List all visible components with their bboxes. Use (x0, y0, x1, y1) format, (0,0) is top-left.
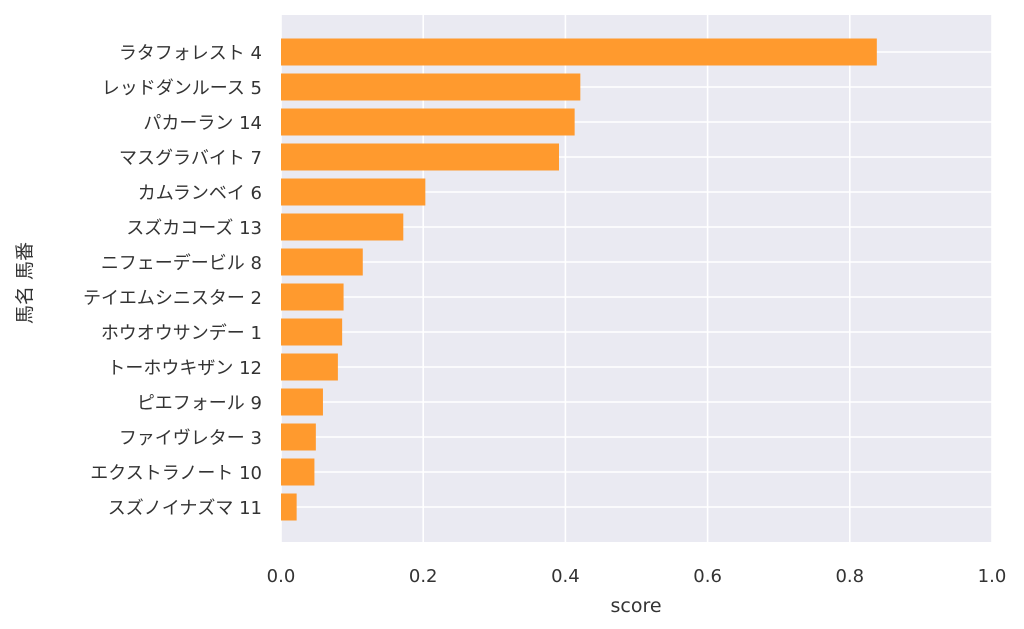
y-axis-label: 馬名 馬番 (14, 242, 36, 324)
bar (281, 73, 581, 101)
bar (281, 108, 575, 136)
y-tick-label: レッドダンルース 5 (102, 78, 262, 99)
bar (281, 318, 343, 346)
bars (281, 38, 877, 521)
bar (281, 423, 316, 451)
x-axis-label: score (610, 595, 661, 617)
y-tick-label: トーホウキザン 12 (107, 358, 262, 379)
y-tick-label: ホウオウサンデー 1 (101, 323, 262, 344)
bar (281, 178, 426, 206)
y-tick-label: スズカコーズ 13 (126, 218, 262, 239)
y-tick-label: パカーラン 14 (143, 113, 262, 134)
x-tick-label: 0.2 (409, 566, 438, 587)
x-tick-label: 0.6 (693, 566, 722, 587)
x-tick-labels: 0.0 0.2 0.4 0.6 0.8 1.0 (267, 566, 1007, 587)
bar (281, 493, 297, 521)
x-tick-label: 0.4 (551, 566, 580, 587)
y-tick-label: ラタフォレスト 4 (119, 43, 262, 64)
y-tick-label: ニフェーデービル 8 (101, 253, 262, 274)
bar (281, 248, 363, 276)
x-tick-label: 0.8 (835, 566, 864, 587)
y-tick-label: ファイヴレター 3 (119, 428, 262, 449)
y-tick-label: マスグラバイト 7 (119, 148, 262, 169)
y-tick-label: スズノイナズマ 11 (108, 498, 262, 519)
x-tick-label: 1.0 (978, 566, 1007, 587)
y-tick-label: テイエムシニスター 2 (83, 288, 262, 309)
bar (281, 458, 315, 486)
bar (281, 213, 404, 241)
y-tick-labels: ラタフォレスト 4 レッドダンルース 5 パカーラン 14 マスグラバイト 7 カムラン… (83, 43, 262, 519)
y-tick-label: エクストラノート 10 (90, 463, 262, 484)
plot-background (281, 15, 992, 542)
bar (281, 388, 323, 416)
y-tick-label: カムランベイ 6 (138, 183, 262, 204)
bar (281, 283, 344, 311)
y-tick-label: ピエフォール 9 (137, 393, 262, 414)
bar (281, 143, 560, 171)
x-tick-label: 0.0 (267, 566, 296, 587)
bar (281, 353, 338, 381)
bar (281, 38, 877, 66)
